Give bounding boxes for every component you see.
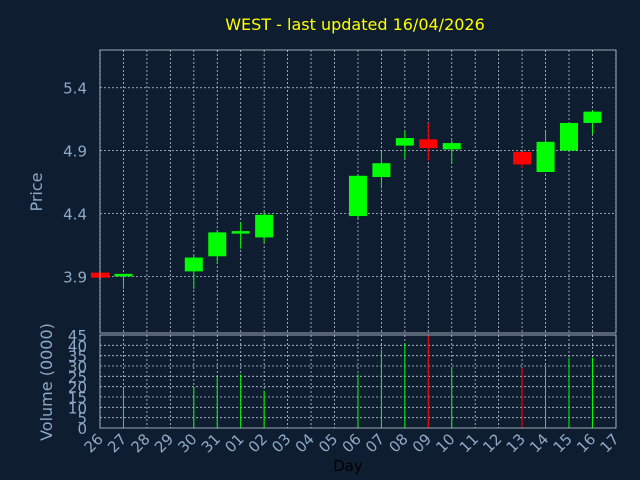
candles	[91, 110, 602, 289]
volume-tick-label: 45	[68, 327, 87, 345]
x-tick-label: 14	[526, 430, 552, 456]
candle-body	[114, 273, 133, 277]
volume-tick-label: 35	[68, 348, 87, 366]
candle-body	[536, 141, 555, 173]
volume-tick-label: 15	[68, 389, 87, 407]
x-tick-label: 13	[503, 430, 529, 456]
volume-bars	[99, 335, 593, 428]
candle-body	[419, 139, 438, 149]
x-tick-label: 06	[339, 430, 365, 456]
volume-tick-label: 5	[77, 410, 87, 428]
x-tick-label: 02	[245, 430, 271, 456]
x-tick-label: 05	[315, 430, 341, 456]
candle-body	[442, 143, 461, 150]
price-tick-label: 5.4	[63, 80, 87, 98]
chart-title: WEST - last updated 16/04/2026	[225, 15, 485, 34]
x-tick-label: 09	[409, 430, 435, 456]
x-tick-label: 11	[456, 430, 482, 456]
volume-tick-label: 25	[68, 368, 87, 386]
candle-body	[395, 138, 414, 146]
x-tick-label: 29	[151, 430, 177, 456]
x-tick-label: 04	[292, 430, 318, 456]
price-tick-label: 3.9	[63, 268, 87, 286]
price-grid	[99, 50, 617, 333]
labels: 3.94.44.95.40510152025303540452627282930…	[27, 15, 623, 475]
price-tick-label: 4.4	[63, 206, 87, 224]
x-tick-label: 12	[479, 430, 505, 456]
x-tick-label: 03	[268, 430, 294, 456]
volume-tick-label: 20	[68, 379, 87, 397]
volume-tick-label: 30	[68, 358, 87, 376]
volume-panel-border	[99, 334, 617, 429]
x-tick-label: 27	[104, 430, 130, 456]
volume-tick-label: 40	[68, 337, 87, 355]
axes	[99, 49, 617, 429]
volume-tick-label: 10	[68, 399, 87, 417]
candle-body	[184, 257, 203, 272]
volume-tick-label: 0	[77, 420, 87, 438]
x-tick-label: 01	[221, 430, 247, 456]
volume-axis-label: Volume (0000)	[37, 323, 56, 441]
x-tick-label: 31	[198, 430, 224, 456]
candle-body	[348, 175, 367, 217]
price-tick-label: 4.9	[63, 143, 87, 161]
x-tick-label: 30	[174, 430, 200, 456]
price-panel-border	[99, 49, 617, 334]
x-tick-label: 17	[596, 430, 622, 456]
candle-body	[560, 122, 578, 151]
candle-body	[372, 163, 391, 178]
candle-body	[231, 231, 250, 234]
x-tick-label: 16	[573, 430, 599, 456]
x-tick-label: 28	[127, 430, 153, 456]
candle-body	[255, 214, 274, 238]
x-tick-label: 15	[550, 430, 576, 456]
price-axis-label: Price	[27, 172, 46, 211]
x-tick-label: 08	[385, 430, 411, 456]
x-tick-label: 10	[432, 430, 458, 456]
x-tick-label: 07	[362, 430, 388, 456]
candle-body	[583, 111, 602, 123]
x-axis-label: Day	[333, 457, 363, 475]
candle-body	[208, 232, 227, 257]
candle-body	[513, 151, 532, 165]
